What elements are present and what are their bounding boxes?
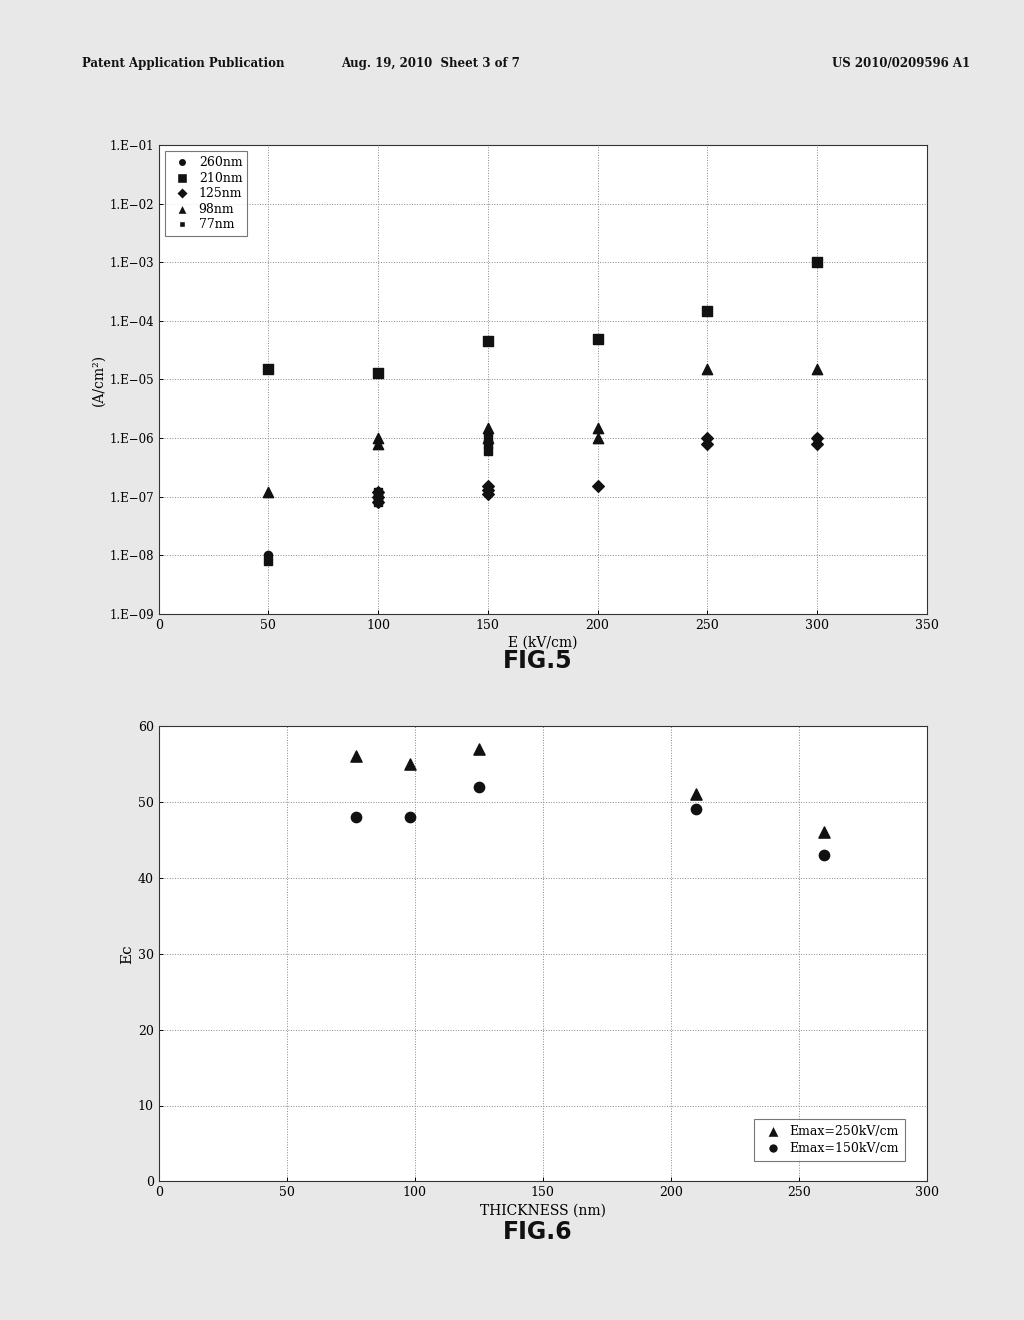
Legend: 260nm, 210nm, 125nm, 98nm, 77nm: 260nm, 210nm, 125nm, 98nm, 77nm <box>165 152 248 236</box>
Point <box>401 754 418 775</box>
Point <box>479 428 496 449</box>
Point <box>370 486 386 507</box>
Point <box>370 482 386 503</box>
Point <box>699 300 716 321</box>
Point <box>348 746 365 767</box>
Y-axis label: Ec: Ec <box>120 944 134 964</box>
Text: Aug. 19, 2010  Sheet 3 of 7: Aug. 19, 2010 Sheet 3 of 7 <box>341 57 519 70</box>
Point <box>688 784 705 805</box>
Text: US 2010/0209596 A1: US 2010/0209596 A1 <box>833 57 970 70</box>
Point <box>590 327 606 348</box>
Point <box>370 428 386 449</box>
Point <box>479 417 496 438</box>
X-axis label: THICKNESS (nm): THICKNESS (nm) <box>479 1204 606 1217</box>
Point <box>401 807 418 828</box>
Point <box>370 492 386 513</box>
Y-axis label: (A/cm²): (A/cm²) <box>91 354 105 405</box>
Point <box>260 359 276 380</box>
Point <box>590 428 606 449</box>
Point <box>688 799 705 820</box>
Point <box>370 433 386 454</box>
Point <box>809 428 825 449</box>
Point <box>471 776 487 797</box>
Point <box>260 550 276 572</box>
Point <box>260 545 276 566</box>
Point <box>809 428 825 449</box>
Point <box>370 362 386 383</box>
Point <box>479 483 496 504</box>
Point <box>479 433 496 454</box>
Point <box>370 486 386 507</box>
Point <box>260 482 276 503</box>
Legend: Emax=250kV/cm, Emax=150kV/cm: Emax=250kV/cm, Emax=150kV/cm <box>755 1119 905 1162</box>
Point <box>699 359 716 380</box>
Point <box>809 359 825 380</box>
Point <box>590 417 606 438</box>
Point <box>471 738 487 759</box>
Point <box>479 475 496 496</box>
Text: FIG.6: FIG.6 <box>503 1220 572 1243</box>
Point <box>479 428 496 449</box>
Text: Patent Application Publication: Patent Application Publication <box>82 57 285 70</box>
Point <box>590 475 606 496</box>
Point <box>370 482 386 503</box>
Point <box>816 845 833 866</box>
X-axis label: E (kV/cm): E (kV/cm) <box>508 636 578 649</box>
Point <box>479 441 496 462</box>
Point <box>809 252 825 273</box>
Text: FIG.5: FIG.5 <box>503 649 572 673</box>
Point <box>809 433 825 454</box>
Point <box>816 821 833 843</box>
Point <box>348 807 365 828</box>
Point <box>479 331 496 352</box>
Point <box>479 479 496 500</box>
Point <box>370 492 386 513</box>
Point <box>699 433 716 454</box>
Point <box>699 428 716 449</box>
